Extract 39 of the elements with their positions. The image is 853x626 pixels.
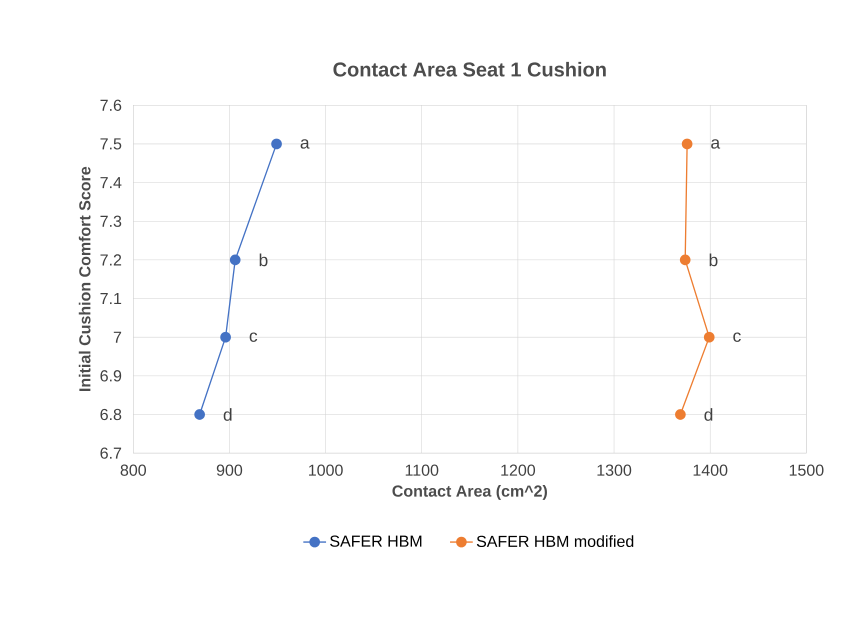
y-tick-label: 7.5 (100, 138, 122, 150)
y-tick-label: 7.4 (100, 176, 122, 188)
x-tick-label: 900 (216, 464, 242, 476)
point (271, 138, 282, 150)
point (704, 332, 715, 342)
x-tick-label: 1300 (597, 464, 632, 476)
point (194, 408, 205, 420)
point (220, 332, 231, 342)
x-tick-label: 800 (120, 464, 146, 476)
legend-label: SAFER HBM (330, 535, 422, 547)
y-tick-label: 6.7 (100, 447, 122, 459)
annotation: c (250, 332, 258, 342)
y-tick-label: 7.6 (100, 99, 122, 111)
y-axis-title: Initial Cushion Comfort Score (78, 166, 91, 391)
x-tick-label: 1200 (501, 464, 536, 476)
point (682, 138, 692, 150)
y-tick-label: 7.1 (100, 292, 122, 304)
annotation: d (224, 408, 232, 421)
y-tick-label: 6.9 (100, 370, 122, 382)
y-tick-label: 7.3 (100, 215, 122, 227)
x-tick-label: 1100 (406, 464, 438, 476)
annotation: b (710, 253, 718, 266)
x-tick-label: 1500 (790, 464, 824, 476)
y-tick-label: 6.8 (100, 408, 122, 420)
y-tick-label: 7.2 (100, 254, 122, 266)
chart-title: Contact Area Seat 1 Cushion (333, 62, 606, 76)
y-tick-label: 7 (114, 331, 122, 342)
annotation: a (300, 138, 310, 148)
point (680, 254, 691, 266)
x-tick-label: 1000 (309, 464, 343, 476)
annotation: c (733, 332, 741, 342)
legend-label: SAFER HBM modified (476, 535, 634, 547)
point (230, 254, 241, 266)
point (675, 408, 686, 420)
annotation: d (704, 408, 712, 421)
x-axis-title: Contact Area (cm^2) (392, 484, 547, 500)
x-tick-label: 1400 (694, 464, 728, 476)
annotation: b (260, 253, 268, 266)
annotation: a (711, 138, 720, 148)
